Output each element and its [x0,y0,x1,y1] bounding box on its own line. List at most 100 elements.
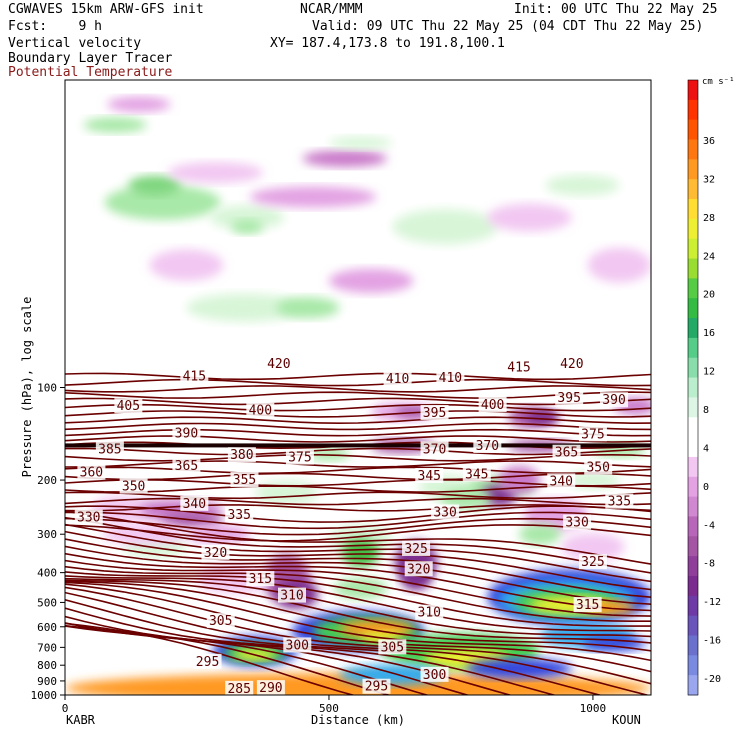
theta-label-group: 385 [95,441,124,457]
colorbar-swatch [688,595,698,617]
theta-label-bg [473,438,502,454]
theta-label: 305 [381,640,404,655]
y-tick-label: 200 [37,474,57,487]
theta-label-bg [505,359,534,375]
y-tick-label: 900 [37,675,57,688]
theta-label: 415 [507,360,530,375]
theta-label-bg [119,478,148,494]
theta-label: 315 [576,598,599,613]
theta-contour [65,466,651,475]
colorbar: 36 32 28 24 20 16 12 8 4 0 -4 -8 -12 -16 -20 [687,79,721,696]
theta-label-bg [230,472,259,488]
theta-label-group: 370 [420,441,449,457]
theta-label-bg [264,356,293,372]
colorbar-tick-label: 8 [703,405,709,416]
theta-contour [65,524,651,542]
theta-label-group: 415 [180,368,209,384]
theta-contour [65,559,651,617]
theta-label: 395 [557,391,580,406]
theta-contour [65,403,651,412]
theta-label: 310 [280,589,303,604]
theta-label-bg [420,666,449,682]
left-station-label: KABR [66,713,96,727]
header-xy: XY= 187.4,173.8 to 191.8,100.1 [270,36,505,51]
header-org: NCAR/MMM [300,2,363,17]
x-axis-title: Distance (km) [311,713,405,727]
colorbar-swatch [688,496,698,517]
theta-label-group: 325 [578,554,607,570]
theta-contour [65,510,651,565]
theta-label: 335 [608,495,631,510]
theta-label-bg [278,587,307,603]
theta-label-group: 415 [505,359,534,375]
header-field2: Boundary Layer Tracer [8,51,173,66]
theta-label-group: 375 [578,426,607,442]
theta-contour [65,583,651,673]
theta-contour [65,372,651,381]
velocity-cell [545,174,620,196]
theta-contour [65,511,651,530]
theta-label-bg [114,398,143,414]
theta-label: 340 [550,474,573,489]
theta-contour [65,545,651,605]
velocity-cell [249,186,377,208]
theta-label: 405 [117,399,140,414]
theta-label-group: 325 [402,540,431,557]
theta-label-group: 395 [420,404,449,421]
theta-label-bg [420,441,449,457]
colorbar-swatch [688,80,698,101]
theta-label: 320 [407,562,430,577]
colorbar-swatch [688,218,698,240]
theta-label-bg [378,639,407,655]
theta-label: 335 [227,508,250,523]
velocity-cell [487,203,572,232]
velocity-cell [276,297,340,319]
theta-contour [65,416,651,425]
theta-label: 300 [423,668,446,683]
theta-label-group: 400 [478,396,507,413]
colorbar-swatch [688,377,698,398]
velocity-cell [167,162,263,184]
velocity-cell [186,293,303,322]
theta-label-group: 295 [362,678,391,695]
velocity-cell [519,523,562,545]
theta-label-group: 380 [227,447,256,463]
theta-label: 310 [418,606,441,621]
theta-label-group: 330 [563,514,592,531]
theta-label-bg [415,467,444,483]
theta-label-group: 300 [420,666,449,683]
y-tick-label: 400 [37,567,57,580]
colorbar-swatch [688,199,698,220]
theta-label: 355 [233,473,256,488]
theta-label: 345 [465,468,488,483]
theta-label-bg [227,447,256,463]
colorbar-swatch [688,655,698,676]
theta-label: 320 [204,546,227,561]
velocity-cell [587,247,651,283]
theta-label-bg [547,473,576,489]
colorbar-swatch [688,556,698,577]
theta-label-group: 300 [283,637,312,653]
theta-label-bg [573,597,602,613]
theta-label-bg [74,509,103,525]
theta-label: 325 [404,542,427,557]
colorbar-tick-label: -4 [703,520,715,531]
theta-contour [65,624,392,695]
colorbar-swatch [688,318,698,339]
colorbar-swatch [688,159,698,180]
theta-contour [65,422,651,431]
velocity-cell [83,117,147,133]
theta-label-group: 390 [172,425,201,441]
x-axis: 0 500 1000 [62,695,606,715]
colorbar-swatch [688,357,698,379]
colorbar-unit: cm s⁻¹ [702,77,735,87]
theta-label-group: 355 [230,472,259,488]
theta-label: 340 [183,497,206,512]
theta-contour [65,565,651,622]
theta-label: 330 [433,506,456,521]
theta-label-group: 330 [431,504,460,521]
theta-label: 330 [565,516,588,531]
y-axis-title: Pressure (hPa), log scale [20,297,34,478]
theta-label-group: 405 [114,398,143,414]
velocity-cell [104,184,221,220]
